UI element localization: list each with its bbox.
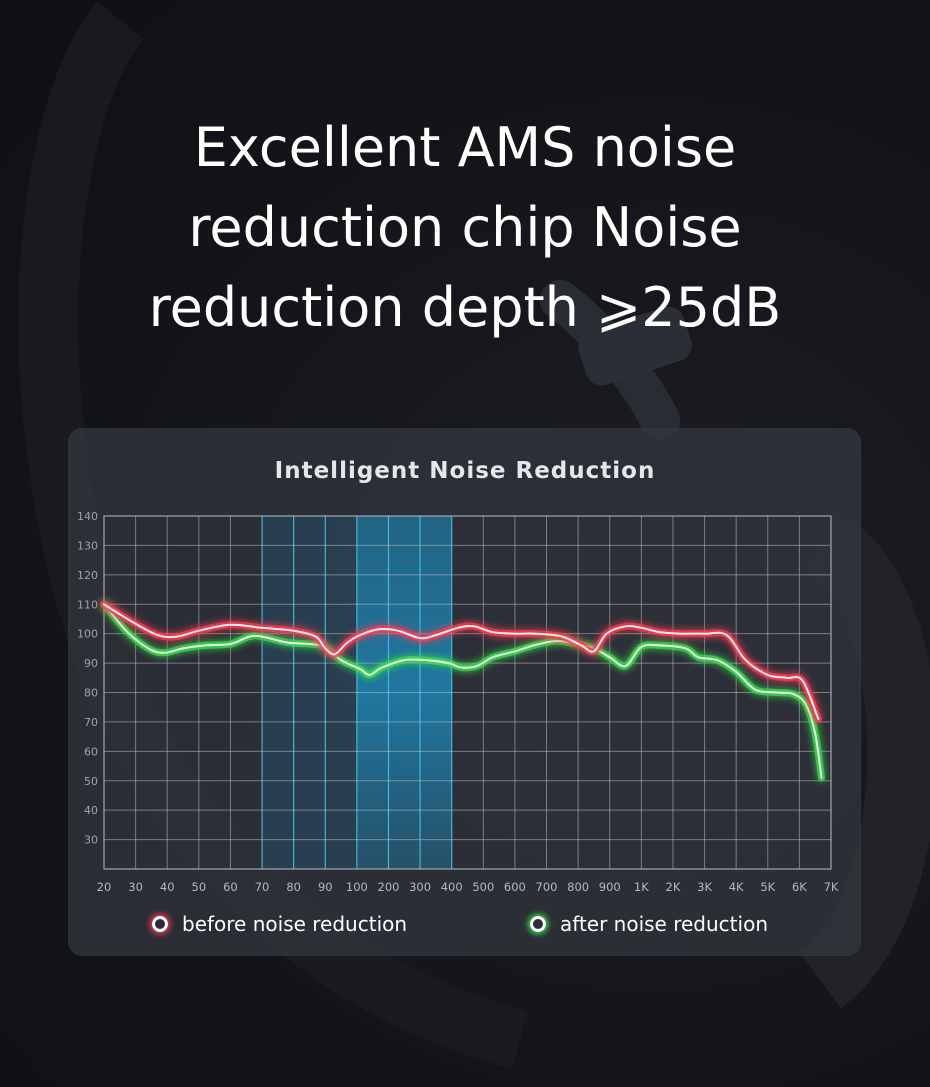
x-tick-label: 5K — [760, 880, 775, 894]
y-tick-label: 130 — [77, 539, 98, 552]
x-tick-label: 6K — [792, 880, 807, 894]
x-tick-label: 600 — [504, 880, 526, 894]
chart-grid — [103, 515, 832, 870]
x-tick-label: 7K — [824, 880, 839, 894]
x-tick-label: 90 — [318, 880, 333, 894]
x-tick-label: 100 — [346, 880, 368, 894]
y-tick-label: 90 — [84, 657, 98, 670]
x-tick-label: 80 — [286, 880, 301, 894]
y-tick-label: 140 — [77, 510, 98, 523]
legend-after: after noise reduction — [530, 912, 768, 936]
x-tick-label: 2K — [666, 880, 681, 894]
headline-line-2: reduction chip Noise — [188, 196, 742, 259]
y-tick-label: 110 — [77, 598, 98, 611]
series-after-line-group — [100, 600, 825, 782]
series-lines — [100, 600, 825, 782]
headline: Excellent AMS noise reduction chip Noise… — [0, 108, 930, 348]
series-after-line — [103, 603, 823, 779]
legend-before: before noise reduction — [152, 912, 407, 936]
y-tick-label: 60 — [84, 745, 98, 758]
chart-title: Intelligent Noise Reduction — [274, 458, 656, 484]
x-tick-label: 1K — [634, 880, 649, 894]
y-tick-label: 30 — [84, 834, 98, 847]
y-tick-label: 70 — [84, 716, 98, 729]
plot-frame — [103, 515, 832, 870]
legend-after-marker — [530, 916, 546, 932]
legend-after-label: after noise reduction — [560, 912, 768, 936]
x-tick-label: 70 — [255, 880, 270, 894]
x-tick-label: 40 — [160, 880, 175, 894]
x-tick-label: 3K — [697, 880, 712, 894]
x-tick-labels: 20 30 40 50 60 70 80 90 100 200 300 400 500 600 700 800… — [97, 880, 839, 894]
x-tick-label: 4K — [729, 880, 744, 894]
series-before-line-group — [100, 600, 822, 723]
headline-line-1: Excellent AMS noise — [193, 116, 737, 179]
x-tick-label: 60 — [223, 880, 238, 894]
y-tick-labels: 140 130 120 110 100 90 80 70 60 50 40 30 — [77, 510, 98, 847]
x-tick-label: 300 — [409, 880, 431, 894]
legend-before-label: before noise reduction — [182, 912, 408, 936]
x-tick-label: 50 — [192, 880, 207, 894]
series-before-line — [103, 603, 820, 720]
y-tick-label: 120 — [77, 569, 98, 582]
x-tick-label: 400 — [441, 880, 463, 894]
y-tick-label: 40 — [84, 804, 98, 817]
x-tick-label: 700 — [536, 880, 558, 894]
x-tick-label: 800 — [567, 880, 589, 894]
x-tick-label: 200 — [378, 880, 400, 894]
x-tick-label: 900 — [599, 880, 621, 894]
y-tick-label: 80 — [84, 687, 98, 700]
legend-before-marker — [152, 916, 168, 932]
y-tick-label: 50 — [84, 775, 98, 788]
x-tick-label: 20 — [97, 880, 112, 894]
y-tick-label: 100 — [77, 628, 98, 641]
x-tick-label: 500 — [472, 880, 494, 894]
headline-line-3: reduction depth ⩾25dB — [148, 276, 782, 339]
x-tick-label: 30 — [128, 880, 143, 894]
